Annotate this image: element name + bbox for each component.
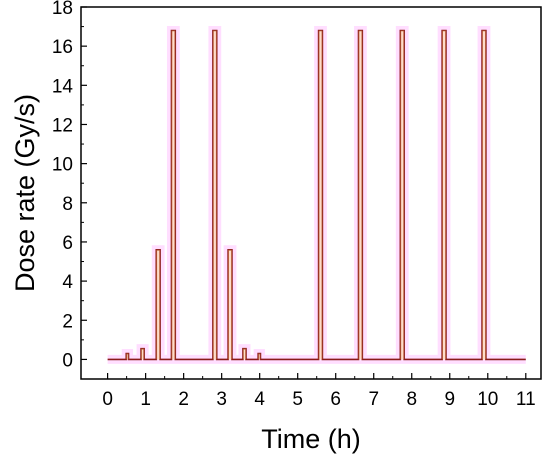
x-axis-ticks: 0 1 2 3 4 5 6 7 8 9 10 11 xyxy=(102,373,536,410)
pulse-2 xyxy=(141,348,145,360)
pulse-12 xyxy=(442,30,446,360)
pulse-9 xyxy=(318,30,323,360)
x-tick-label: 8 xyxy=(406,389,417,410)
y-tick-label: 10 xyxy=(52,155,73,176)
x-tick-label: 4 xyxy=(254,389,265,410)
pulse-3 xyxy=(156,249,161,360)
x-tick-label: 5 xyxy=(292,389,303,410)
pulse-7 xyxy=(242,348,246,360)
y-tick-label: 12 xyxy=(52,115,73,136)
pulse-13 xyxy=(482,30,486,360)
x-tick-label: 7 xyxy=(368,389,379,410)
y-tick-label: 6 xyxy=(62,233,73,254)
x-axis-title: Time (h) xyxy=(261,424,361,454)
pulse-5 xyxy=(212,30,217,360)
x-tick-label: 1 xyxy=(140,389,151,410)
pulse-11 xyxy=(400,30,405,360)
pulse-1 xyxy=(126,353,129,360)
y-tick-label: 8 xyxy=(62,194,73,215)
x-tick-label: 10 xyxy=(477,389,498,410)
y-axis-ticks: 0 2 4 6 8 10 12 14 16 18 xyxy=(52,0,87,371)
y-tick-label: 14 xyxy=(52,76,74,97)
pulse-10 xyxy=(358,30,363,360)
y-tick-label: 4 xyxy=(62,272,73,293)
y-tick-label: 0 xyxy=(62,350,73,371)
x-tick-label: 3 xyxy=(216,389,227,410)
pulse-8 xyxy=(258,353,261,360)
pulse-6 xyxy=(228,249,232,360)
glow-layer xyxy=(107,25,526,364)
y-axis-title: Dose rate (Gy/s) xyxy=(10,94,40,292)
x-tick-label: 9 xyxy=(444,389,455,410)
x-tick-label: 11 xyxy=(516,389,536,410)
dose-rate-line xyxy=(107,29,526,361)
pulse-4 xyxy=(171,30,176,360)
y-tick-label: 2 xyxy=(62,311,73,332)
series-glow xyxy=(107,25,526,364)
y-tick-label: 18 xyxy=(52,0,73,19)
x-tick-label: 0 xyxy=(102,389,113,410)
plot-frame xyxy=(80,6,542,380)
y-tick-label: 16 xyxy=(52,37,73,58)
series-layer xyxy=(107,29,526,361)
x-tick-label: 2 xyxy=(178,389,189,410)
x-tick-label: 6 xyxy=(330,389,341,410)
